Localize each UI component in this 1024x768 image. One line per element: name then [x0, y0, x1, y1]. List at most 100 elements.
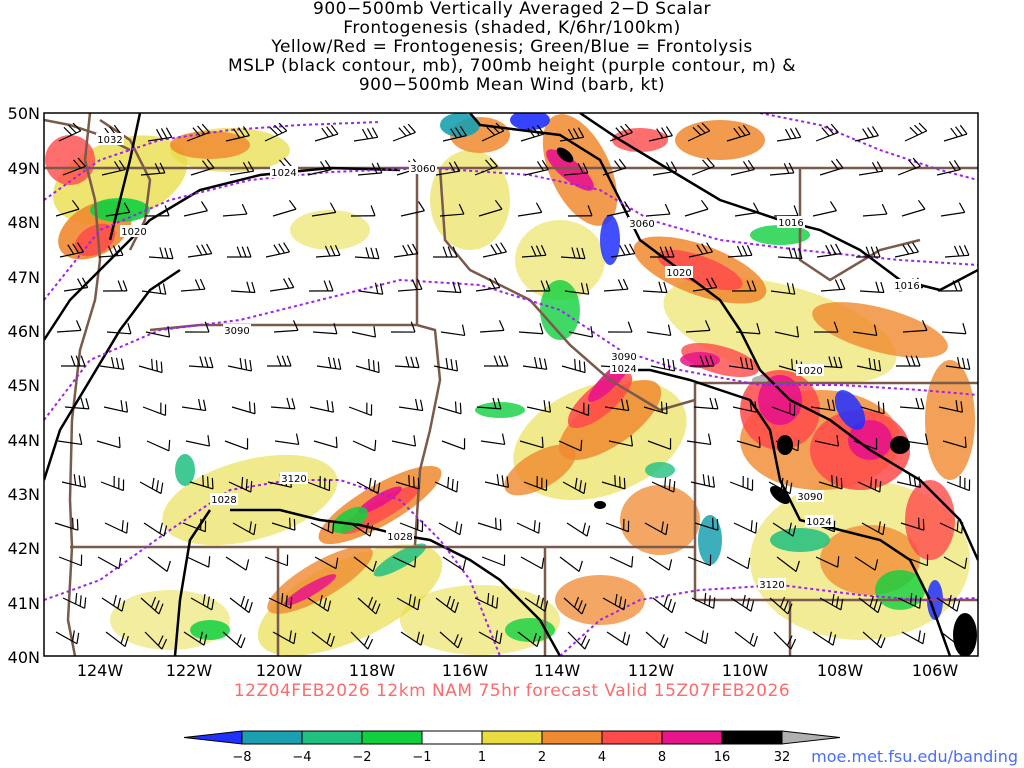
- wind-barb: [610, 243, 636, 258]
- wind-barb: [854, 556, 879, 571]
- wind-barb: [769, 596, 793, 615]
- wind-barb: [232, 521, 257, 536]
- wind-barb: [435, 161, 461, 176]
- wind-barb: [140, 596, 164, 615]
- wind-barb: [438, 521, 463, 536]
- wind-barb: [606, 631, 631, 646]
- wind-barb: [442, 126, 467, 142]
- wind-barb: [651, 476, 676, 493]
- wind-barb: [396, 593, 421, 611]
- wind-barb: [816, 243, 842, 258]
- mslp-label: 1028: [386, 530, 414, 543]
- wind-barb: [101, 160, 126, 176]
- lat-label: 49N: [8, 159, 40, 178]
- wind-barb: [691, 157, 715, 176]
- height-label: 3120: [758, 578, 786, 591]
- wind-barb: [559, 556, 583, 572]
- wind-barb: [433, 357, 459, 372]
- height-label: 3120: [280, 472, 308, 485]
- title-line-3: Yellow/Red = Frontogenesis; Green/Blue =…: [271, 37, 753, 57]
- lon-label: 114W: [534, 661, 581, 680]
- wind-barb: [354, 247, 380, 260]
- lat-label: 47N: [8, 268, 40, 287]
- wind-barb: [58, 122, 82, 142]
- wind-barb: [400, 201, 425, 217]
- wind-barb: [482, 242, 507, 258]
- wind-barb: [642, 281, 668, 294]
- wind-barb: [567, 631, 591, 650]
- lat-label: 43N: [8, 485, 40, 504]
- mslp-contour-1020: [469, 113, 978, 561]
- wind-barb: [314, 556, 339, 570]
- wind-barb: [392, 123, 416, 142]
- wind-barb: [314, 124, 339, 142]
- wind-barb: [858, 161, 884, 176]
- wind-barb: [483, 355, 509, 367]
- wind-barb: [229, 595, 253, 614]
- wind-barb: [180, 278, 206, 292]
- wind-barb: [274, 433, 300, 446]
- wind-barb: [774, 326, 800, 338]
- wind-barb: [520, 124, 545, 142]
- wind-barb: [475, 277, 501, 292]
- wind-barb: [565, 402, 590, 416]
- wind-barb: [812, 201, 837, 217]
- wind-barb: [862, 631, 886, 649]
- wind-barb: [726, 124, 751, 142]
- wind-barb: [936, 160, 961, 176]
- colorbar-segment: [361, 730, 423, 745]
- height-label: 3090: [796, 490, 824, 503]
- wind-barb: [61, 474, 87, 488]
- mslp-label-text: 1024: [271, 168, 296, 179]
- wind-barb: [693, 397, 719, 410]
- map-frame: [43, 112, 979, 657]
- wind-barb: [353, 127, 379, 142]
- wind-barb: [770, 282, 796, 295]
- wind-barb: [689, 355, 715, 367]
- wind-barb: [103, 400, 129, 413]
- lon-label: 110W: [722, 661, 769, 680]
- wind-barb: [862, 203, 888, 217]
- wind-barb: [895, 355, 921, 367]
- mslp-label-text: 1020: [797, 366, 822, 377]
- forecast-run-text: 12Z04FEB2026 12km NAM 75hr forecast Vali…: [233, 681, 791, 701]
- wind-barb: [184, 321, 210, 333]
- wind-barb: [440, 324, 466, 337]
- wind-barb: [687, 554, 712, 567]
- wind-barb: [854, 126, 879, 142]
- wind-barb: [439, 203, 465, 217]
- height-label-text: 3120: [759, 580, 784, 591]
- wind-barb: [900, 517, 925, 531]
- lon-label: 124W: [77, 661, 124, 680]
- wind-barb: [648, 556, 673, 571]
- wind-barb: [813, 321, 839, 333]
- credit-url[interactable]: moe.met.fsu.edu/banding: [811, 747, 1018, 766]
- mslp-label-text: 1016: [778, 218, 803, 229]
- wind-barb: [856, 357, 882, 372]
- wind-barb: [56, 320, 82, 333]
- wind-barb: [97, 556, 122, 570]
- wind-barb: [55, 630, 80, 645]
- wind-barb: [858, 595, 882, 614]
- wind-barb: [768, 477, 793, 495]
- wind-barb: [522, 357, 548, 370]
- mslp-label: 1020: [665, 266, 693, 279]
- wind-barb: [564, 282, 590, 295]
- wind-barb: [183, 631, 208, 646]
- wind-barb: [265, 242, 290, 258]
- wind-barb: [391, 435, 417, 447]
- mslp-label-text: 1020: [666, 268, 691, 279]
- height-label-text: 3090: [224, 326, 249, 337]
- wind-barb: [688, 242, 713, 258]
- wind-barb: [229, 161, 255, 176]
- wind-barb: [810, 398, 836, 412]
- wind-barb: [309, 400, 335, 413]
- colorbar-segment: [421, 730, 483, 745]
- wind-barb: [224, 438, 249, 450]
- wind-barb: [559, 127, 585, 142]
- wind-barb: [818, 475, 843, 490]
- wind-barb: [734, 202, 760, 217]
- wind-barb: [357, 162, 383, 176]
- coastline: [66, 113, 102, 656]
- mslp-contour-1024-east: [610, 368, 952, 656]
